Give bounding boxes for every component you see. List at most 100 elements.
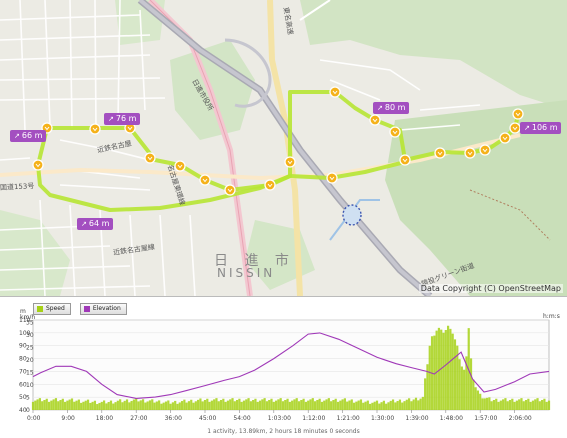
speed-bar [107, 402, 110, 410]
speed-bar [362, 402, 365, 410]
speed-bar [332, 400, 335, 410]
speed-bar [483, 398, 486, 410]
speed-bar [263, 398, 266, 410]
elevation-tag[interactable]: ↗ 76 m [104, 113, 141, 125]
route-waypoint-icon[interactable] [434, 147, 446, 159]
speed-bar [295, 398, 298, 410]
speed-bar [174, 400, 177, 410]
speed-bar [185, 402, 188, 410]
speed-bar [323, 400, 326, 410]
legend-elevation[interactable]: Elevation [79, 303, 127, 315]
speed-bar [52, 399, 55, 410]
speed-bar [300, 400, 303, 410]
speed-bar [469, 358, 473, 410]
speed-bar [529, 401, 532, 410]
route-waypoint-icon[interactable] [464, 147, 476, 159]
route-map[interactable]: ↗ 66 m ↗ 76 m ↗ 80 m ↗ 106 m ↗ 64 m 近鉄名古屋 名古屋東環線 … [0, 0, 567, 296]
map-attribution[interactable]: Data Copyright (C) OpenStreetMap [418, 284, 563, 293]
speed-bar [208, 401, 211, 410]
route-waypoint-icon[interactable] [326, 172, 338, 184]
speed-bar [249, 401, 252, 410]
speed-bar [316, 400, 319, 410]
speed-bar [167, 400, 170, 410]
x-tick-label: 1:12:00 [302, 415, 325, 422]
speed-bar [408, 398, 411, 410]
x-tick-label: 27:00 [130, 415, 147, 422]
speed-bar [297, 401, 301, 410]
y-left-tick-label: 100 [19, 330, 31, 337]
elevation-tag[interactable]: ↗ 106 m [520, 122, 562, 134]
x-tick-label: 36:00 [165, 415, 182, 422]
x-tick-label: 1:48:00 [440, 415, 463, 422]
route-waypoint-icon[interactable] [512, 108, 524, 120]
speed-bar [531, 400, 535, 410]
speed-bar [93, 400, 97, 410]
chart-legend: Speed Elevation [33, 303, 131, 315]
elevation-tag[interactable]: ↗ 66 m [10, 130, 47, 142]
speed-bar [458, 359, 461, 410]
elevation-tag[interactable]: ↗ 80 m [373, 102, 410, 114]
speed-bar [91, 401, 94, 410]
speed-bar [119, 399, 122, 410]
speed-bar [116, 400, 119, 410]
speed-bar [153, 402, 156, 410]
route-waypoint-icon[interactable] [369, 114, 381, 126]
x-tick-label: 1:30:00 [371, 415, 394, 422]
speed-bar [270, 398, 273, 410]
y-left-tick-label: 60 [19, 381, 27, 388]
speed-bar [288, 401, 291, 410]
route-waypoint-icon[interactable] [284, 156, 296, 168]
speed-bar [38, 398, 41, 410]
speed-bar [527, 398, 530, 410]
route-waypoint-icon[interactable] [89, 123, 101, 135]
speed-bar [311, 398, 314, 410]
speed-bar [359, 399, 363, 410]
speed-bar [281, 401, 285, 410]
speed-bar [518, 399, 521, 410]
speed-bar [226, 400, 230, 410]
speed-bar [428, 345, 431, 410]
elevation-gain-icon: ↗ [377, 104, 383, 112]
route-waypoint-icon[interactable] [509, 122, 521, 134]
speed-bar [201, 401, 204, 410]
speed-bar [233, 401, 236, 410]
speed-bar [382, 400, 385, 410]
speed-bar [307, 400, 310, 410]
route-waypoint-icon[interactable] [174, 160, 186, 172]
speed-bar [224, 401, 227, 410]
speed-bar [183, 399, 186, 410]
speed-bar [412, 399, 415, 410]
route-waypoint-icon[interactable] [389, 126, 401, 138]
speed-bar [504, 398, 507, 410]
elevation-tag-label: 106 m [531, 123, 558, 132]
speed-bar [346, 401, 349, 410]
activity-chart[interactable]: Speed Elevation 40 50 60 70 80 90 100 110 0 5 10 15… [0, 296, 567, 438]
route-waypoint-icon[interactable] [199, 174, 211, 186]
speed-bar [151, 399, 154, 410]
route-waypoint-icon[interactable] [329, 86, 341, 98]
speed-bar [132, 399, 136, 410]
route-waypoint-icon[interactable] [32, 159, 44, 171]
route-waypoint-icon[interactable] [479, 144, 491, 156]
route-waypoint-icon[interactable] [264, 179, 276, 191]
speed-bar [401, 402, 404, 410]
speed-bar [247, 398, 250, 410]
speed-bar [210, 400, 213, 410]
route-waypoint-icon[interactable] [144, 152, 156, 164]
speed-bar [219, 400, 223, 410]
speed-bar [96, 404, 99, 410]
elevation-tag[interactable]: ↗ 64 m [77, 218, 114, 230]
route-waypoint-icon[interactable] [224, 184, 236, 196]
route-waypoint-icon[interactable] [499, 132, 511, 144]
map-canvas[interactable] [0, 0, 567, 296]
speed-bar [158, 400, 161, 410]
legend-speed[interactable]: Speed [33, 303, 71, 315]
speed-bar [453, 339, 457, 410]
route-waypoint-icon[interactable] [399, 154, 411, 166]
speed-bar [57, 401, 60, 410]
speed-bar [238, 398, 241, 410]
speed-bar [121, 402, 124, 410]
speed-bar [50, 400, 53, 410]
